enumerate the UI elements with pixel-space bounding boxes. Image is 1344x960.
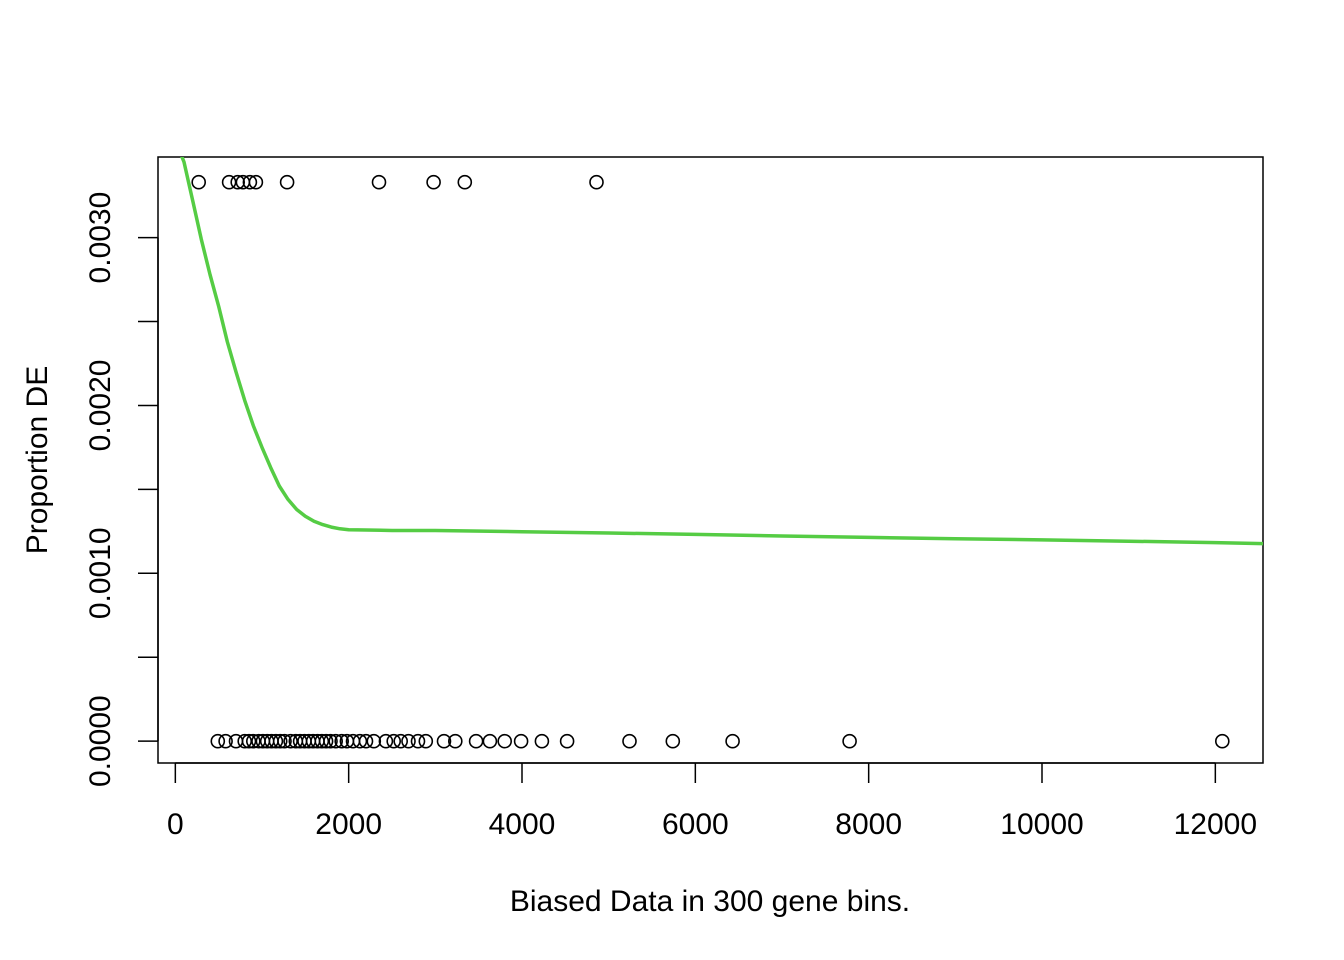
- data-point: [622, 733, 637, 749]
- data-point: [283, 733, 298, 749]
- data-point: [328, 733, 344, 749]
- data-point: [457, 174, 473, 190]
- x-tick-label: 8000: [835, 808, 902, 841]
- data-point: [246, 733, 261, 749]
- data-point: [378, 733, 394, 749]
- data-point: [191, 174, 206, 190]
- data-point: [210, 733, 226, 749]
- data-point: [665, 733, 681, 749]
- data-point: [241, 733, 257, 749]
- x-tick-label: 0: [167, 808, 184, 841]
- data-point: [334, 733, 350, 749]
- data-point: [277, 733, 292, 749]
- data-point: [534, 733, 550, 749]
- data-point: [559, 733, 575, 749]
- y-tick-label: 0.0020: [84, 360, 117, 452]
- data-point: [237, 733, 252, 749]
- data-point: [314, 733, 330, 749]
- data-point: [366, 733, 382, 749]
- data-point: [1215, 733, 1230, 749]
- data-point: [589, 174, 604, 190]
- fit-line-group: [180, 157, 1263, 546]
- data-point: [513, 733, 529, 749]
- data-point: [436, 733, 452, 749]
- data-point: [352, 733, 368, 749]
- y-axis-title: Proportion DE: [21, 366, 54, 554]
- data-point: [725, 733, 740, 749]
- plot-frame: [157, 156, 1264, 764]
- y-axis: 0.0000 0.0010 0.0020 0.0030: [84, 192, 159, 787]
- fit-line: [180, 157, 1263, 546]
- data-point: [242, 174, 258, 190]
- y-tick-label: 0.0010: [84, 527, 117, 619]
- data-point: [248, 174, 264, 190]
- x-tick-label: 10000: [1000, 808, 1083, 841]
- data-point: [272, 733, 288, 749]
- data-point: [386, 733, 402, 749]
- data-point: [393, 733, 409, 749]
- data-point: [842, 733, 857, 749]
- points-group: [191, 174, 1230, 749]
- plot-area: [180, 157, 1263, 749]
- data-point: [230, 174, 245, 190]
- data-point: [358, 733, 374, 749]
- x-tick-label: 6000: [662, 808, 729, 841]
- data-point: [497, 733, 513, 749]
- data-point: [418, 733, 434, 749]
- x-tick-label: 2000: [315, 808, 382, 841]
- data-point: [410, 733, 426, 749]
- data-point: [447, 733, 463, 749]
- y-tick-label: 0.0030: [84, 192, 117, 284]
- data-point: [426, 174, 441, 190]
- data-point: [318, 733, 334, 749]
- x-axis: 0 2000 4000 6000 8000 10000 12000: [167, 762, 1257, 841]
- data-point: [371, 174, 387, 190]
- data-point: [482, 733, 498, 749]
- data-point: [268, 733, 284, 749]
- x-tick-label: 12000: [1174, 808, 1257, 841]
- data-point: [218, 733, 233, 749]
- data-point: [401, 733, 416, 749]
- data-point: [279, 174, 295, 190]
- data-point: [323, 733, 338, 749]
- data-point: [468, 733, 484, 749]
- y-tick-label: 0.0000: [84, 695, 117, 787]
- x-tick-label: 4000: [489, 808, 556, 841]
- x-axis-title: Biased Data in 300 gene bins.: [510, 885, 910, 918]
